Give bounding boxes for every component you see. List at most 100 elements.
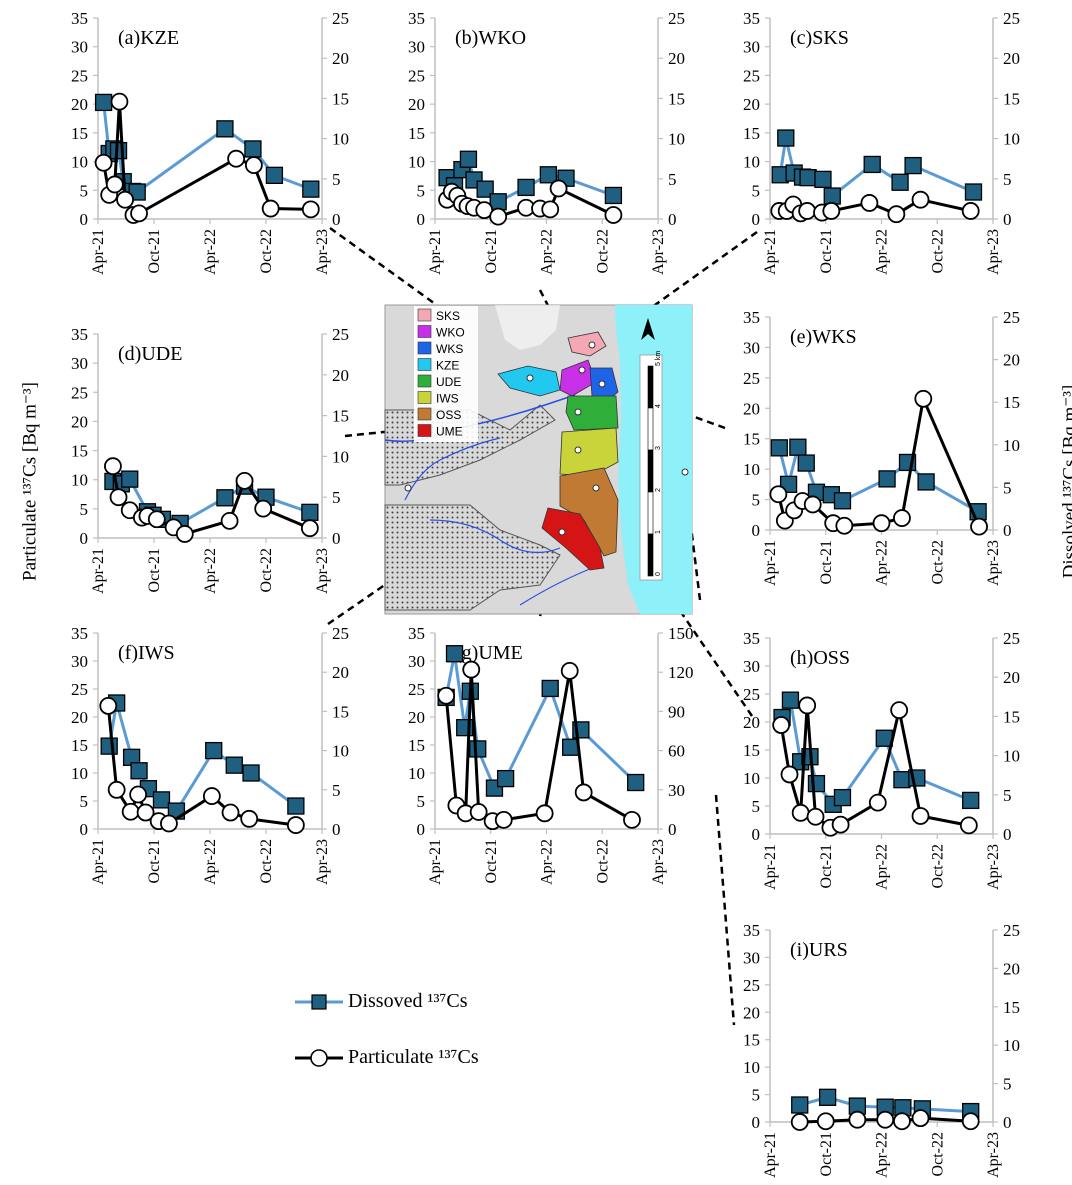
panel-title: (i)URS (790, 939, 848, 961)
right-tick-label: 0 (1003, 210, 1012, 229)
map-legend-label: IWS (436, 392, 459, 406)
right-tick-label: 20 (1003, 959, 1020, 978)
left-tick-label: 20 (743, 399, 760, 418)
x-tick-label: Apr-22 (874, 1132, 891, 1178)
catchment-ude (565, 395, 619, 431)
left-tick-label: 0 (417, 820, 426, 839)
dissolved-data-point (823, 187, 841, 205)
catchment-oss (559, 467, 619, 557)
station-point (558, 528, 566, 536)
x-tick-label: Apr-21 (762, 540, 779, 586)
legend-dissolved: Dissoved ¹³⁷Cs (295, 990, 468, 1013)
left-tick-label: 35 (743, 308, 760, 327)
dissolved-data-point (627, 773, 645, 792)
x-tick-label: Oct-22 (258, 548, 275, 592)
left-tick-label: 25 (71, 66, 88, 85)
left-tick-label: 0 (752, 521, 761, 540)
right-tick-label: 0 (1003, 1113, 1012, 1132)
map-lake (495, 305, 560, 350)
particulate-data-point (221, 803, 240, 822)
dissolved-data-point (770, 439, 788, 457)
chart-panel-b: 0 5 10 15 20 25 30 35 0 5 10 15 20 25 Apr-21 Oct-21 Apr-… (408, 9, 685, 275)
dissolved-data-point (205, 741, 223, 760)
left-tick-label: 10 (71, 764, 88, 783)
dissolved-data-point (604, 186, 623, 205)
particulate-data-point (831, 815, 850, 834)
station-point (681, 468, 689, 476)
dissolved-data-point (904, 156, 922, 175)
particulate-data-point (822, 202, 841, 220)
dissolved-data-point (893, 771, 911, 789)
particulate-data-point (116, 190, 134, 209)
left-tick-label: 30 (743, 948, 760, 967)
particulate-data-point (99, 697, 118, 715)
x-tick-label: Apr-23 (985, 229, 1002, 275)
particulate-data-point (494, 810, 513, 829)
right-tick-label: 90 (668, 702, 685, 721)
x-tick-label: Apr-23 (985, 844, 1002, 890)
catchment-sks (567, 331, 607, 357)
left-tick-label: 25 (743, 66, 760, 85)
scale-bar-label: 3 (655, 446, 662, 450)
scale-bar-label: 0 (655, 572, 662, 576)
right-tick-label: 25 (668, 9, 685, 28)
station-point (404, 484, 412, 492)
panel-title: (h)OSS (790, 647, 850, 669)
x-tick-label: Apr-22 (539, 839, 556, 885)
x-tick-label: Apr-21 (90, 229, 107, 275)
north-arrow-icon (641, 318, 655, 340)
x-tick-label: Oct-21 (483, 839, 500, 883)
right-tick-label: 20 (1003, 49, 1020, 68)
dissolved-data-point (301, 503, 319, 522)
right-tick-label: 20 (1003, 351, 1020, 370)
left-tick-label: 35 (71, 9, 88, 28)
left-tick-label: 15 (408, 124, 425, 143)
dissolved-data-point (818, 1088, 837, 1106)
x-tick-label: Apr-21 (427, 839, 444, 885)
particulate-data-point (893, 1112, 911, 1131)
x-tick-label: Apr-23 (650, 839, 667, 885)
x-tick-label: Apr-22 (874, 229, 891, 275)
right-tick-label: 5 (332, 170, 341, 189)
particulate-data-point (261, 199, 280, 218)
station-point (578, 366, 586, 374)
particulate-data-point (959, 816, 978, 835)
x-tick-label: Apr-23 (650, 229, 667, 275)
dissolved-data-point (777, 129, 795, 147)
scale-bar-label: 1 (655, 530, 662, 534)
right-tick-label: 25 (332, 624, 349, 643)
right-tick-label: 25 (1003, 9, 1020, 28)
map-legend-label: WKO (436, 326, 465, 340)
x-tick-label: Apr-22 (202, 548, 219, 594)
scale-bar-segment (647, 449, 654, 493)
left-tick-label: 30 (71, 652, 88, 671)
left-tick-label: 10 (408, 153, 425, 172)
x-tick-label: Apr-21 (90, 839, 107, 885)
left-tick-label: 10 (743, 460, 760, 479)
left-tick-label: 5 (80, 181, 89, 200)
left-tick-label: 15 (408, 736, 425, 755)
particulate-data-point (147, 510, 166, 529)
right-tick-label: 15 (332, 702, 349, 721)
catchment-iws (559, 427, 619, 477)
dissolved-data-point (216, 489, 234, 507)
right-tick-label: 5 (1003, 170, 1012, 189)
particulate-data-point (604, 206, 623, 224)
left-tick-label: 15 (743, 1031, 760, 1050)
location-map: SKS WKO WKS KZE UDE IWS OSS UME 0 1 2 3 4 5 km (384, 304, 693, 615)
x-tick-label: Apr-23 (314, 229, 331, 275)
panel-title: (c)SKS (790, 27, 849, 49)
dissolved-data-point (265, 166, 284, 185)
legend-dissolved-symbol (295, 994, 343, 1011)
particulate-data-point (254, 499, 273, 518)
dissolved-data-point (459, 150, 478, 168)
scale-bar-label: 5 km (655, 351, 662, 366)
particulate-data-point (130, 204, 148, 223)
particulate-data-point (914, 389, 933, 408)
x-tick-label: Apr-21 (762, 1132, 779, 1178)
x-tick-label: Apr-22 (202, 839, 219, 885)
dissolved-data-point (152, 791, 171, 809)
left-tick-label: 0 (80, 210, 89, 229)
right-tick-label: 10 (332, 447, 349, 466)
right-tick-label: 20 (668, 49, 685, 68)
